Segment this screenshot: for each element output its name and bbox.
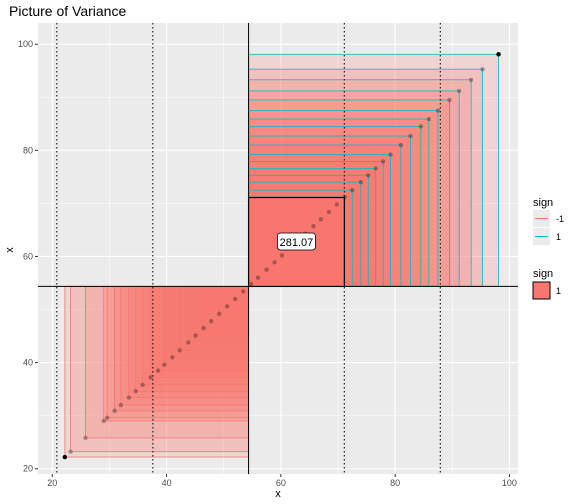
data-point	[83, 435, 88, 441]
x-tick-label: 80	[390, 478, 400, 488]
variance-label: 281.07	[280, 237, 314, 249]
data-point	[366, 173, 371, 178]
y-axis-ticks: 20 40 60 80 100	[18, 39, 38, 474]
data-point	[148, 375, 153, 380]
data-point	[418, 124, 424, 129]
data-point	[248, 281, 254, 287]
data-point	[62, 454, 68, 460]
deviation-square	[187, 286, 249, 343]
data-point	[126, 395, 132, 400]
y-tick-label: 60	[23, 251, 33, 261]
data-point	[350, 187, 355, 193]
data-point	[232, 296, 238, 302]
data-point	[358, 179, 364, 185]
data-point	[193, 333, 198, 338]
x-tick-label: 40	[162, 478, 172, 488]
y-tick-label: 100	[18, 39, 33, 49]
x-tick-label: 20	[47, 478, 57, 488]
data-point	[186, 340, 191, 345]
x-axis-ticks: 20 40 60 80 100	[47, 474, 517, 488]
data-point	[224, 304, 230, 309]
data-point	[68, 449, 73, 454]
data-point	[447, 97, 452, 103]
data-point	[318, 217, 324, 222]
deviation-square	[106, 286, 249, 419]
deviation-square	[150, 286, 249, 378]
data-point	[208, 318, 214, 324]
y-tick-label: 20	[23, 464, 33, 474]
data-point	[456, 88, 462, 94]
data-point	[326, 209, 332, 215]
deviation-square	[163, 286, 249, 366]
data-point	[272, 260, 277, 265]
legend-label-negative: -1	[556, 214, 564, 224]
data-point	[435, 108, 441, 113]
legend-title: sign	[533, 268, 553, 280]
data-point	[140, 382, 145, 388]
data-point	[155, 368, 161, 373]
x-tick-label: 100	[502, 478, 517, 488]
legend-sign-fill: sign 1	[532, 268, 561, 300]
data-point	[380, 159, 386, 164]
data-point	[118, 402, 124, 408]
variance-annotation: 281.07	[277, 232, 316, 251]
data-point	[104, 415, 110, 420]
data-point	[408, 133, 413, 139]
y-tick-label: 80	[23, 145, 33, 155]
data-point	[162, 362, 167, 367]
data-point	[279, 253, 285, 258]
data-point	[342, 194, 348, 200]
data-points	[62, 52, 501, 460]
data-point	[201, 325, 206, 331]
data-point	[311, 224, 316, 229]
data-point	[240, 289, 246, 294]
legend-label-positive: 1	[556, 232, 561, 242]
data-point	[480, 66, 485, 72]
x-axis-title: x	[275, 488, 281, 500]
data-point	[101, 418, 106, 424]
data-point	[426, 116, 432, 122]
data-point	[496, 52, 501, 57]
y-tick-label: 40	[23, 358, 33, 368]
y-axis-title: x	[4, 247, 16, 253]
data-point	[216, 311, 222, 316]
deviation-square	[210, 286, 249, 322]
data-point	[398, 142, 404, 148]
data-point	[255, 275, 261, 280]
data-point	[264, 267, 269, 272]
data-point	[388, 152, 393, 157]
deviation-square	[114, 286, 249, 412]
data-point	[112, 408, 117, 414]
deviation-square	[195, 286, 249, 336]
legend-sign-color: sign -1 1	[533, 197, 564, 245]
legend-title: sign	[533, 197, 553, 209]
data-point	[334, 202, 340, 207]
data-point	[170, 355, 175, 360]
data-point	[373, 166, 378, 171]
variance-label-box	[277, 232, 316, 251]
deviation-square	[179, 286, 249, 351]
data-point	[177, 348, 182, 353]
deviation-square	[103, 286, 249, 422]
data-point	[468, 77, 474, 82]
deviation-square	[85, 286, 249, 439]
deviation-square	[135, 286, 249, 392]
x-tick-label: 60	[276, 478, 286, 488]
legend-key-fill	[532, 281, 551, 300]
legend-label-fill: 1	[556, 286, 561, 296]
chart-title: Picture of Variance	[9, 3, 126, 19]
data-point	[133, 389, 138, 394]
